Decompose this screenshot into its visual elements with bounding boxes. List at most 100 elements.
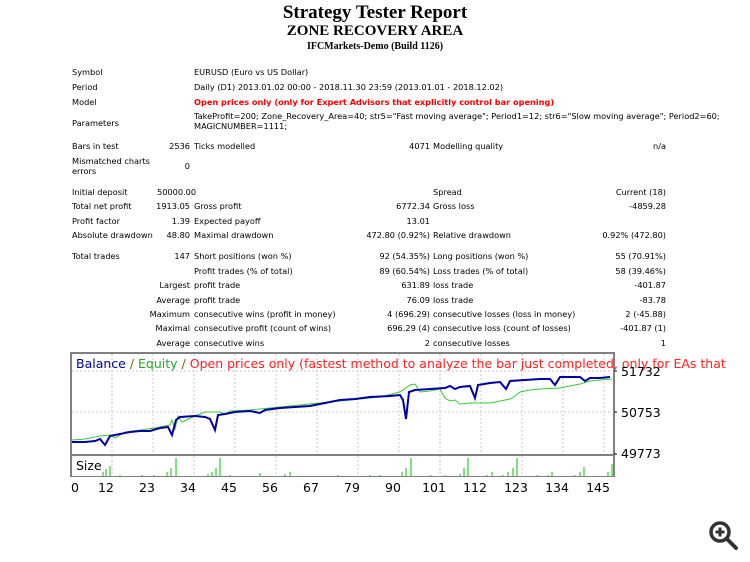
parameters-line2: MAGICNUMBER=1111; — [194, 121, 288, 131]
row-profit-label: profit trade — [194, 295, 241, 305]
quality-label: Modelling quality — [433, 141, 504, 151]
bars-label: Bars in test — [72, 141, 119, 151]
chart-legend: Balance / Equity / Open prices only (fas… — [76, 356, 726, 371]
row-loss-value: -401.87 (1) — [620, 323, 666, 333]
y-tick: 49773 — [621, 446, 661, 461]
rel-drawdown-label: Relative drawdown — [433, 230, 511, 240]
mismatch-label-2: errors — [72, 166, 97, 176]
x-tick: 45 — [221, 480, 237, 495]
mismatch-value: 0 — [184, 161, 190, 171]
profit-factor-value: 1.39 — [171, 216, 190, 226]
legend-balance: Balance — [76, 356, 126, 371]
x-tick: 134 — [545, 480, 569, 495]
x-tick: 34 — [180, 480, 196, 495]
row-loss-value: -401.87 — [634, 280, 666, 290]
bars-value: 2536 — [169, 141, 190, 151]
abs-drawdown-value: 48.80 — [166, 230, 190, 240]
total-trades-label: Total trades — [72, 251, 120, 261]
row-loss-label: consecutive losses (loss in money) — [433, 309, 576, 319]
x-tick: 12 — [98, 480, 114, 495]
legend-model: Open prices only (fastest method to anal… — [189, 356, 726, 371]
row-prefix: Average — [156, 338, 190, 348]
row-loss-label: loss trade — [433, 295, 474, 305]
x-tick: 79 — [344, 480, 360, 495]
y-tick: 50753 — [621, 405, 661, 420]
balance-line — [72, 376, 611, 447]
profit-trades-label: Profit trades (% of total) — [194, 266, 293, 276]
x-tick: 0 — [71, 480, 79, 495]
short-value: 92 (54.35%) — [379, 251, 430, 261]
row-loss-value: 2 (-45.88) — [625, 309, 666, 319]
total-trades-value: 147 — [174, 251, 190, 261]
row-prefix: Maximal — [155, 323, 190, 333]
y-tick: 51732 — [621, 364, 661, 379]
server-info: IFCMarkets-Demo (Build 1126) — [306, 41, 444, 52]
model-label: Model — [72, 97, 97, 107]
row-loss-value: 1 — [660, 338, 666, 348]
x-tick: 56 — [262, 480, 278, 495]
legend-equity: Equity — [138, 356, 178, 371]
max-drawdown-label: Maximal drawdown — [194, 230, 274, 240]
expected-payoff-label: Expected payoff — [194, 216, 261, 226]
parameters-label: Parameters — [72, 118, 119, 128]
row-profit-value: 76.09 — [406, 295, 430, 305]
row-profit-value: 696.29 (4) — [387, 323, 430, 333]
spread-label: Spread — [433, 187, 462, 197]
row-profit-value: 631.89 — [401, 280, 430, 290]
x-tick: 112 — [463, 480, 487, 495]
mismatch-label: Mismatched charts — [72, 156, 150, 166]
gross-profit-value: 6772.34 — [396, 201, 430, 211]
strategy-name: ZONE RECOVERY AREA — [286, 23, 464, 39]
loss-trades-label: Loss trades (% of total) — [433, 266, 529, 276]
long-value: 55 (70.91%) — [615, 251, 666, 261]
row-profit-label: consecutive wins — [194, 338, 265, 348]
x-tick: 123 — [504, 480, 528, 495]
gross-profit-label: Gross profit — [194, 201, 242, 211]
legend-separator: / — [125, 356, 139, 371]
row-loss-label: loss trade — [433, 280, 474, 290]
spread-value: Current (18) — [615, 187, 666, 197]
period-value: Daily (D1) 2013.01.02 00:00 - 2018.11.30… — [194, 82, 504, 92]
initial-deposit-value: 50000.00 — [157, 187, 197, 197]
row-prefix: Average — [156, 295, 190, 305]
x-tick: 90 — [385, 480, 401, 495]
row-loss-label: consecutive loss (count of losses) — [433, 323, 571, 333]
row-loss-value: -83.78 — [639, 295, 666, 305]
parameters-line1: TakeProfit=200; Zone_Recovery_Area=40; s… — [194, 111, 720, 121]
net-profit-value: 1913.05 — [156, 201, 190, 211]
ticks-value: 4071 — [409, 141, 430, 151]
row-profit-label: consecutive profit (count of wins) — [194, 323, 332, 333]
period-label: Period — [72, 82, 98, 92]
row-loss-label: consecutive losses — [433, 338, 510, 348]
long-label: Long positions (won %) — [433, 251, 529, 261]
short-label: Short positions (won %) — [194, 251, 292, 261]
x-tick: 23 — [139, 480, 155, 495]
rel-drawdown-value: 0.92% (472.80) — [602, 230, 666, 240]
balance-equity-chart: Balance / Equity / Open prices only (fas… — [70, 352, 726, 477]
zoom-in-button[interactable] — [706, 518, 740, 552]
model-value: Open prices only (only for Expert Adviso… — [194, 97, 555, 107]
gross-loss-value: -4859.28 — [629, 201, 666, 211]
quality-value: n/a — [653, 141, 666, 151]
row-prefix: Largest — [159, 280, 190, 290]
ticks-label: Ticks modelled — [194, 141, 256, 151]
x-tick: 67 — [303, 480, 319, 495]
row-prefix: Maximum — [149, 309, 190, 319]
net-profit-label: Total net profit — [72, 201, 132, 211]
report-title: Strategy Tester Report — [282, 2, 468, 23]
profit-factor-label: Profit factor — [72, 216, 120, 226]
x-tick: 145 — [586, 480, 610, 495]
x-tick: 101 — [422, 480, 446, 495]
row-profit-value: 4 (696.29) — [387, 309, 430, 319]
legend-separator: / — [177, 356, 190, 371]
size-label: Size — [76, 458, 102, 473]
row-profit-value: 2 — [424, 338, 430, 348]
profit-trades-value: 89 (60.54%) — [379, 266, 430, 276]
abs-drawdown-label: Absolute drawdown — [72, 230, 153, 240]
max-drawdown-value: 472.80 (0.92%) — [366, 230, 430, 240]
symbol-label: Symbol — [72, 67, 103, 77]
initial-deposit-label: Initial deposit — [72, 187, 128, 197]
row-profit-label: profit trade — [194, 280, 241, 290]
symbol-value: EURUSD (Euro vs US Dollar) — [194, 67, 309, 77]
row-profit-label: consecutive wins (profit in money) — [194, 309, 336, 319]
